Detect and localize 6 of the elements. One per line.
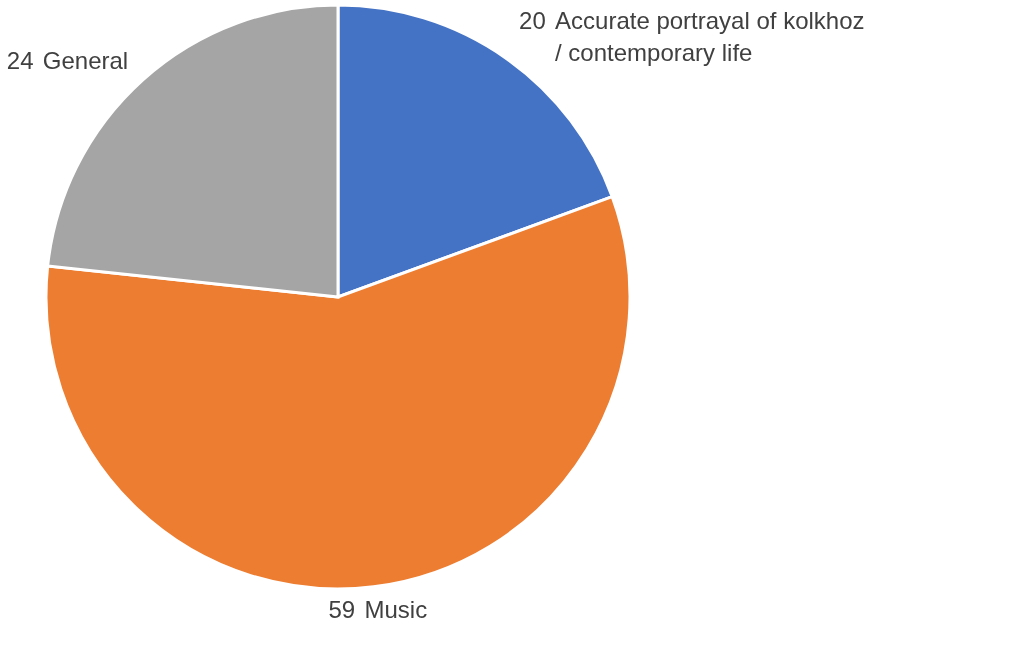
data-label: 20 bbox=[519, 6, 546, 34]
data-label: 59 bbox=[328, 595, 356, 623]
slice-label: Accurate portrayal of kolkhoz / contemporary life bbox=[555, 6, 865, 66]
slice-label: General bbox=[42, 46, 129, 74]
data-label: 24 bbox=[6, 46, 34, 74]
slice-label: Music bbox=[364, 595, 428, 623]
